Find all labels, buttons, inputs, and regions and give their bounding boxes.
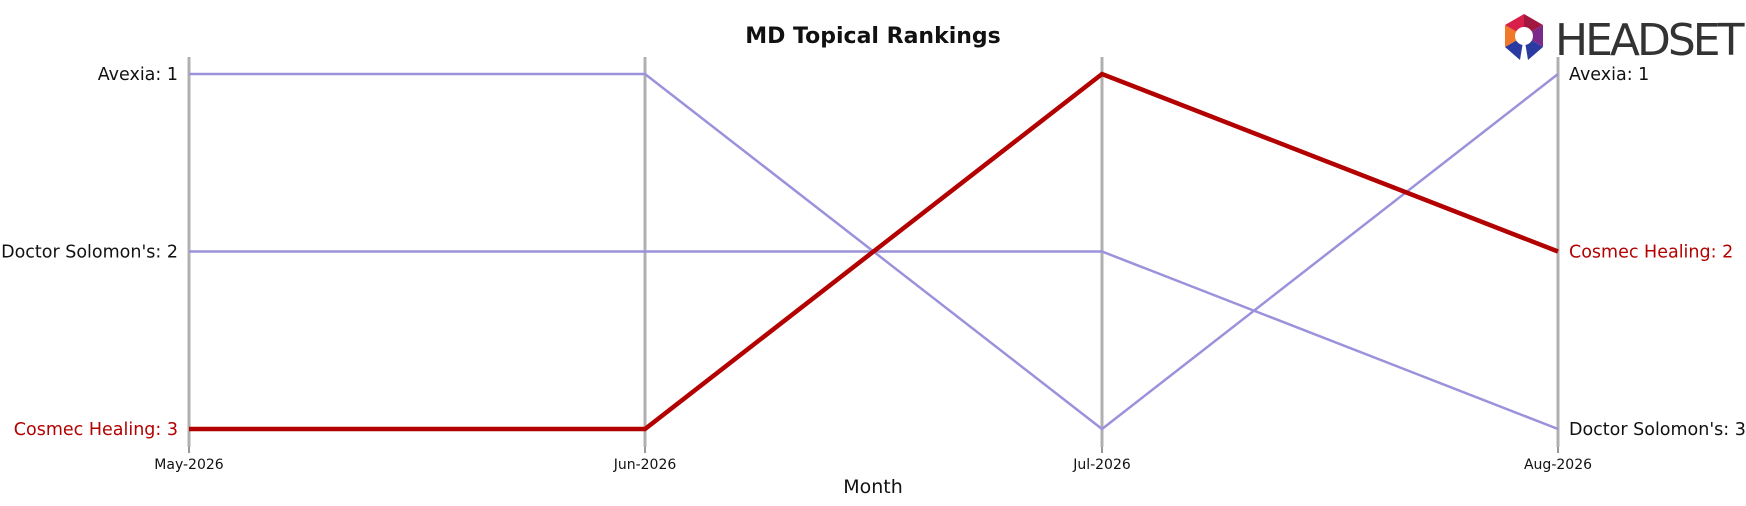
headset-logo-text: HEADSET xyxy=(1555,15,1745,66)
right-rank-labels: Avexia: 1 Cosmec Healing: 2 Doctor Solomon… xyxy=(1569,65,1746,440)
chart-title: MD Topical Rankings xyxy=(745,24,1001,49)
x-tick-label: Jun-2026 xyxy=(613,457,677,473)
left-rank-label: Avexia: 1 xyxy=(98,65,178,85)
right-rank-label: Doctor Solomon's: 3 xyxy=(1569,420,1746,440)
series-line-cosmec-healing xyxy=(189,71,1559,432)
x-tick-label: Aug-2026 xyxy=(1524,457,1592,473)
right-rank-label: Avexia: 1 xyxy=(1569,65,1649,85)
left-rank-label: Doctor Solomon's: 2 xyxy=(1,243,178,263)
left-rank-labels: Avexia: 1 Doctor Solomon's: 2 Cosmec Heali… xyxy=(1,65,178,440)
x-axis-ticks: May-2026 Jun-2026 Jul-2026 Aug-2026 xyxy=(154,447,1592,473)
series-line-doctor-solomon-s xyxy=(189,250,1559,431)
x-axis-label: Month xyxy=(843,476,903,498)
right-rank-label: Cosmec Healing: 2 xyxy=(1569,243,1733,263)
x-tick-label: May-2026 xyxy=(154,457,223,473)
headset-logo-icon xyxy=(1505,14,1543,60)
headset-logo: HEADSET xyxy=(1505,14,1746,66)
left-rank-label: Cosmec Healing: 3 xyxy=(14,420,178,440)
x-tick-label: Jul-2026 xyxy=(1072,457,1131,473)
series-lines xyxy=(189,71,1559,432)
